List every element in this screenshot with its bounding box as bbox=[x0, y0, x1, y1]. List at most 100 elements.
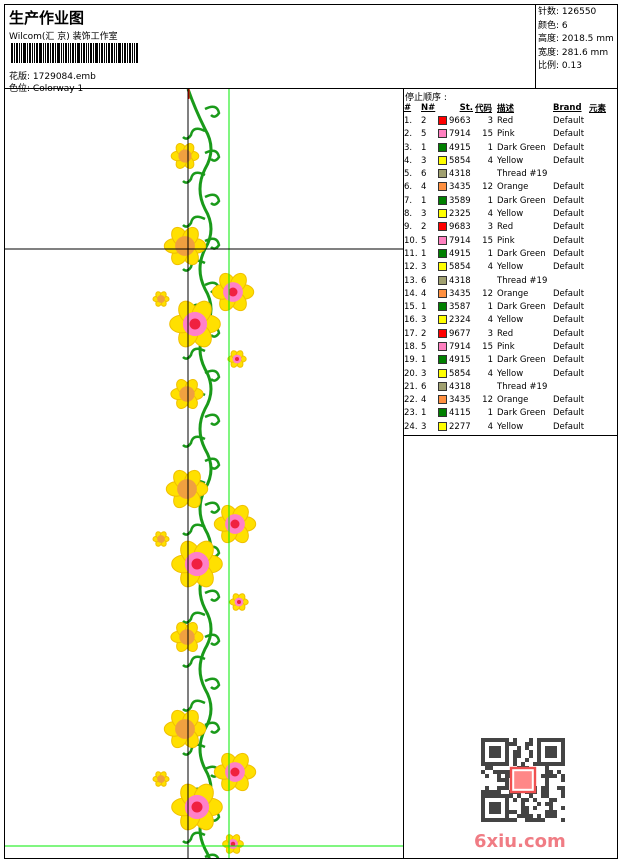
color-swatch bbox=[438, 421, 447, 431]
color-swatch-cell bbox=[438, 380, 449, 393]
row-needle: 1 bbox=[421, 302, 427, 313]
vine-curl bbox=[204, 457, 221, 470]
row-index: 24. bbox=[404, 421, 418, 432]
row-index: 20. bbox=[404, 368, 418, 379]
row-code: 12 bbox=[482, 182, 493, 193]
design-value: 1729084.emb bbox=[32, 72, 96, 82]
vine-curl bbox=[204, 193, 221, 206]
vine-curl bbox=[204, 369, 221, 382]
color-swatch-cell bbox=[438, 420, 449, 433]
row-stitch: 9683 bbox=[449, 222, 471, 233]
row-index: 9. bbox=[404, 222, 413, 233]
row-stitch: 4318 bbox=[449, 381, 471, 392]
row-code bbox=[475, 167, 497, 180]
row-desc: Orange bbox=[497, 395, 529, 406]
row-index: 12. bbox=[404, 262, 418, 273]
color-swatch-cell bbox=[438, 128, 449, 141]
vine-curl bbox=[204, 105, 221, 118]
row-stitch: 5854 bbox=[449, 155, 471, 166]
vine-curl bbox=[204, 149, 221, 162]
flower-center bbox=[178, 149, 192, 163]
row-needle: 6 bbox=[421, 275, 427, 286]
flower-center bbox=[179, 386, 195, 402]
row-stitch: 3587 bbox=[449, 302, 471, 313]
row-code: 4 bbox=[487, 315, 493, 326]
color-swatch-cell bbox=[438, 247, 449, 260]
table-row: 11. 1 4915 1 Dark Green Default bbox=[404, 247, 606, 260]
row-index: 1. bbox=[404, 115, 413, 126]
vine-curl bbox=[182, 171, 206, 184]
row-stitch: 4915 bbox=[449, 355, 471, 366]
row-index: 17. bbox=[404, 328, 418, 339]
row-code: 12 bbox=[482, 288, 493, 299]
row-needle: 3 bbox=[421, 155, 427, 166]
color-swatch-cell bbox=[438, 300, 449, 313]
vine-curl bbox=[182, 435, 206, 448]
color-swatch-cell bbox=[438, 367, 449, 380]
color-swatch-cell bbox=[438, 221, 449, 234]
row-brand: Default bbox=[553, 262, 585, 273]
row-code: 4 bbox=[487, 368, 493, 379]
color-swatch bbox=[438, 395, 447, 405]
colorway: 色位: Colorway 1 bbox=[9, 81, 83, 94]
color-swatch bbox=[438, 315, 447, 325]
color-swatch-cell bbox=[438, 141, 449, 154]
vine-curl bbox=[182, 831, 206, 844]
row-code bbox=[475, 380, 497, 393]
row-brand: Default bbox=[553, 302, 585, 313]
row-index: 4. bbox=[404, 155, 413, 166]
colorway-value: Colorway 1 bbox=[32, 84, 84, 94]
color-count: 颜色: 6 bbox=[538, 20, 568, 31]
row-code: 15 bbox=[482, 341, 493, 352]
table-row: 9. 2 9683 3 Red Default bbox=[404, 221, 606, 234]
row-needle: 3 bbox=[421, 368, 427, 379]
table-row: 15. 1 3587 1 Dark Green Default bbox=[404, 300, 606, 313]
row-desc: Thread #19 bbox=[497, 275, 548, 286]
row-brand: Default bbox=[553, 142, 585, 153]
row-stitch: 7914 bbox=[449, 129, 471, 140]
row-brand: Default bbox=[553, 155, 585, 166]
vine-curl bbox=[204, 677, 221, 690]
row-index: 5. bbox=[404, 169, 413, 180]
color-swatch-cell bbox=[438, 314, 449, 327]
vine-curl bbox=[182, 259, 206, 272]
vine-curl bbox=[182, 699, 206, 712]
row-index: 11. bbox=[404, 248, 418, 259]
row-brand: Default bbox=[553, 195, 585, 206]
color-swatch bbox=[438, 275, 447, 285]
table-row: 2. 5 7914 15 Pink Default bbox=[404, 128, 606, 141]
color-swatch bbox=[438, 341, 447, 351]
row-index: 21. bbox=[404, 381, 418, 392]
color-swatch bbox=[438, 235, 447, 245]
row-desc: Red bbox=[497, 115, 514, 126]
color-swatch bbox=[438, 182, 447, 192]
row-code: 4 bbox=[487, 209, 493, 220]
table-row: 20. 3 5854 4 Yellow Default bbox=[404, 367, 606, 380]
color-swatch bbox=[438, 328, 447, 338]
barcode bbox=[11, 43, 139, 63]
row-desc: Red bbox=[497, 328, 514, 339]
row-needle: 4 bbox=[421, 288, 427, 299]
row-stitch: 5854 bbox=[449, 368, 471, 379]
table-row: 14. 4 3435 12 Orange Default bbox=[404, 287, 606, 300]
row-desc: Dark Green bbox=[497, 302, 546, 313]
row-index: 18. bbox=[404, 341, 418, 352]
color-swatch-cell bbox=[438, 327, 449, 340]
flower-center bbox=[157, 775, 165, 783]
table-row: 7. 1 3589 1 Dark Green Default bbox=[404, 194, 606, 207]
row-desc: Dark Green bbox=[497, 248, 546, 259]
row-stitch: 2277 bbox=[449, 421, 471, 432]
vine-curl bbox=[204, 237, 221, 250]
row-brand: Default bbox=[553, 368, 585, 379]
color-swatch bbox=[438, 368, 447, 378]
vine-curl bbox=[182, 347, 206, 360]
row-stitch: 9677 bbox=[449, 328, 471, 339]
stop-sequence-panel: 停止顺序 : # N# St. 代码 描述 Brand 元素 1. 2 9663… bbox=[403, 88, 618, 859]
color-swatch bbox=[438, 155, 447, 165]
row-index: 14. bbox=[404, 288, 418, 299]
row-stitch: 7914 bbox=[449, 341, 471, 352]
color-swatch-cell bbox=[438, 407, 449, 420]
flower-center bbox=[157, 295, 165, 303]
divider bbox=[404, 435, 617, 436]
watermark-logo: 6xiu.com bbox=[474, 831, 566, 852]
